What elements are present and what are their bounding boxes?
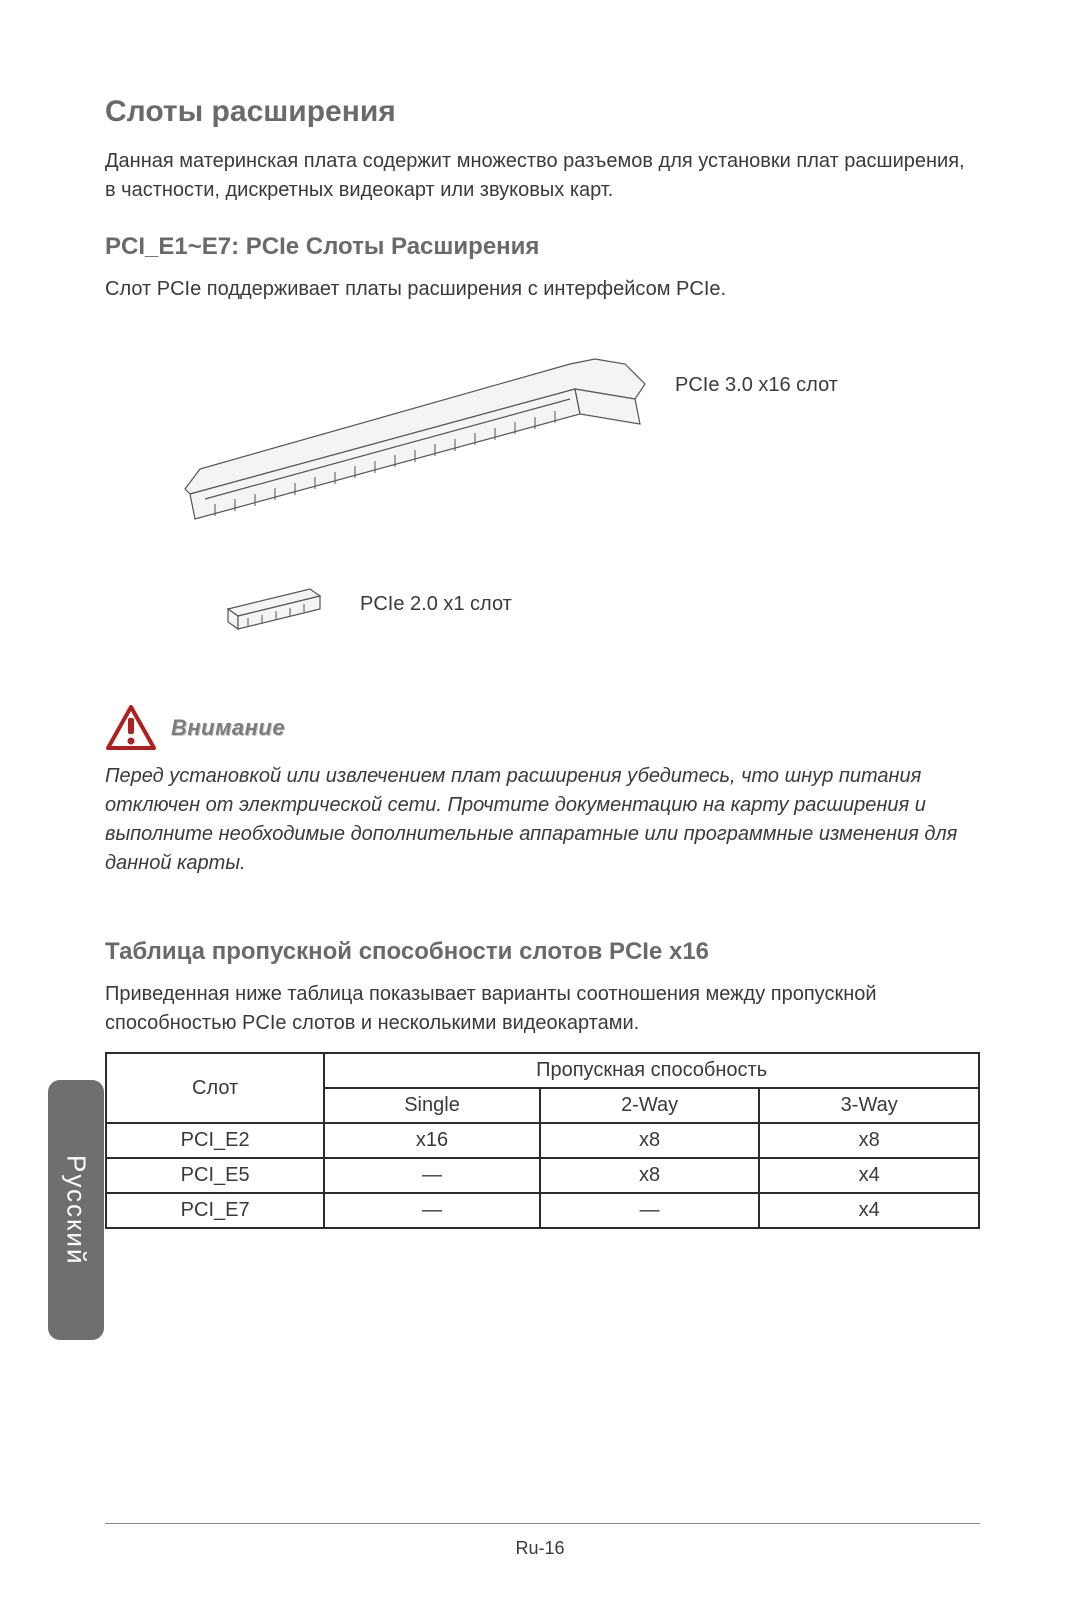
subcol-3way: 3-Way (759, 1088, 979, 1123)
pcie-x1-slot-illustration (220, 574, 330, 634)
page-heading: Слоты расширения (105, 95, 980, 129)
cell: — (324, 1193, 540, 1228)
bandwidth-table: Слот Пропускная способность Single 2-Way… (105, 1052, 980, 1229)
subcol-2way: 2-Way (540, 1088, 760, 1123)
intro-text: Данная материнская плата содержит множес… (105, 147, 980, 205)
cell: PCI_E5 (106, 1158, 324, 1193)
footer-divider (105, 1523, 980, 1524)
cell: PCI_E7 (106, 1193, 324, 1228)
col-slot: Слот (106, 1053, 324, 1123)
warning-icon (105, 704, 157, 752)
cell: PCI_E2 (106, 1123, 324, 1158)
language-tab-label: Русский (61, 1155, 92, 1265)
table-intro: Приведенная ниже таблица показывает вари… (105, 980, 980, 1038)
pcie-x16-slot-illustration (175, 344, 675, 544)
cell: x16 (324, 1123, 540, 1158)
warning-block: Внимание Перед установкой или извлечение… (105, 704, 980, 878)
pcie-x16-diagram: PCIe 3.0 x16 слот (105, 324, 980, 564)
warning-title: Внимание (171, 715, 285, 741)
cell: x4 (759, 1158, 979, 1193)
section-heading-pcie: PCI_E1~E7: PCIe Слоты Расширения (105, 233, 980, 261)
table-row: PCI_E5 — x8 x4 (106, 1158, 979, 1193)
language-tab: Русский (48, 1080, 104, 1340)
table-row: PCI_E2 x16 x8 x8 (106, 1123, 979, 1158)
page-number: Ru-16 (0, 1538, 1080, 1559)
table-row: PCI_E7 — — x4 (106, 1193, 979, 1228)
cell: — (540, 1193, 760, 1228)
cell: x8 (540, 1158, 760, 1193)
pcie-x16-label: PCIe 3.0 x16 слот (675, 374, 838, 397)
warning-body: Перед установкой или извлечением плат ра… (105, 762, 980, 878)
pcie-x1-label: PCIe 2.0 x1 слот (360, 593, 512, 616)
subcol-single: Single (324, 1088, 540, 1123)
col-bandwidth: Пропускная способность (324, 1053, 979, 1088)
cell: x8 (759, 1123, 979, 1158)
pcie-sub-intro: Слот PCIe поддерживает платы расширения … (105, 275, 980, 304)
table-heading: Таблица пропускной способности слотов PC… (105, 938, 980, 966)
cell: x8 (540, 1123, 760, 1158)
cell: — (324, 1158, 540, 1193)
cell: x4 (759, 1193, 979, 1228)
